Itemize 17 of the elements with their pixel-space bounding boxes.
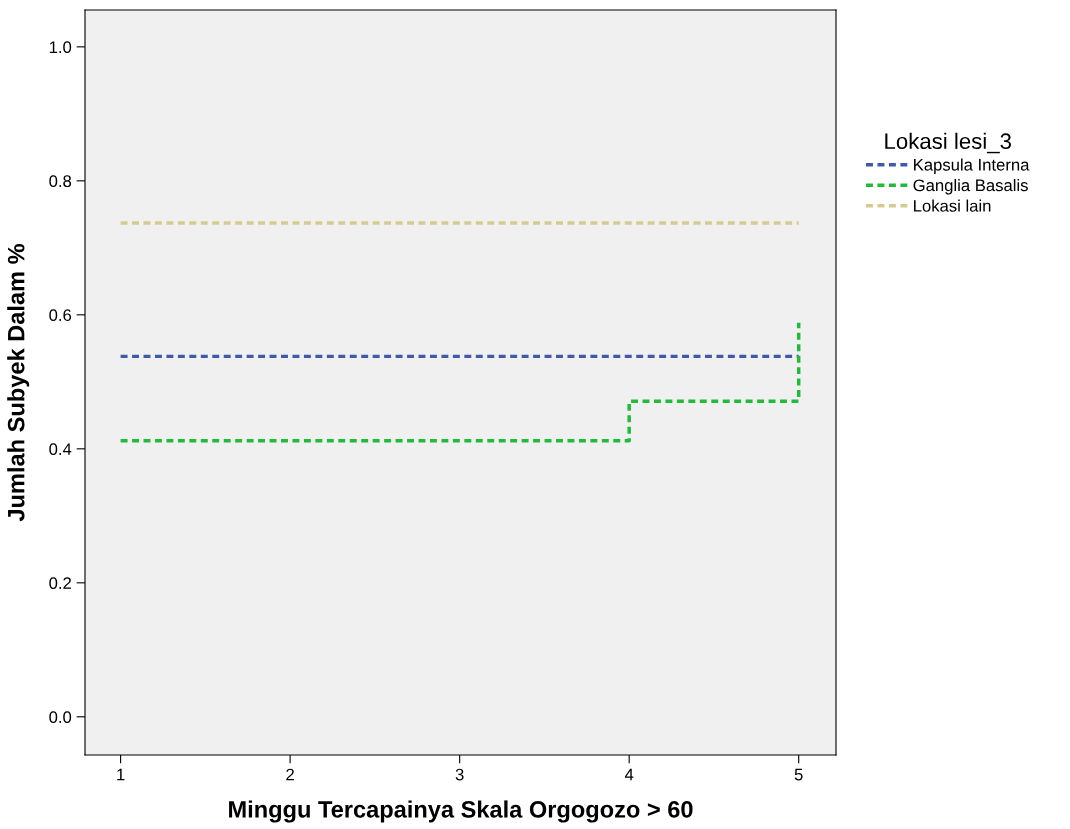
legend-label: Kapsula Interna: [914, 158, 1030, 174]
x-tick-label: 3: [455, 768, 464, 781]
y-tick-label: 0.0: [49, 711, 72, 724]
x-tick-label: 5: [794, 768, 803, 781]
y-tick-label: 0.2: [49, 577, 71, 590]
legend-label: Lokasi lain: [914, 199, 991, 212]
legend-title: Lokasi lesi_3: [885, 132, 1011, 154]
legend-label: Ganglia Basalis: [913, 178, 1028, 195]
y-tick-label: 0.6: [49, 309, 72, 322]
x-axis-title: Minggu Tercapainya Skala Orgogozo > 60: [229, 800, 693, 823]
y-axis-title: Jumlah Subyek Dalam %: [7, 244, 30, 522]
x-tick-label: 2: [286, 768, 294, 781]
y-tick-label: 0.8: [49, 175, 72, 188]
y-tick-label: 0.4: [49, 443, 72, 456]
x-tick-label: 4: [624, 768, 634, 781]
y-tick-label: 1.0: [49, 41, 72, 54]
x-tick-label: 1: [117, 768, 125, 781]
